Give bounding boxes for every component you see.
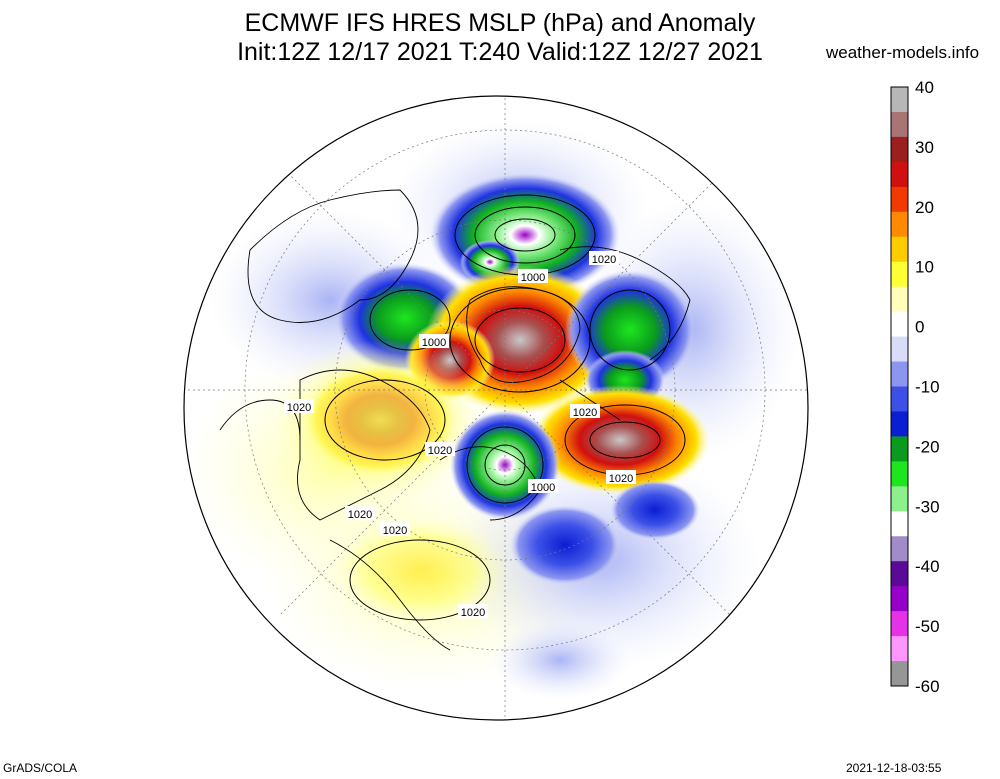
contour-label: 1020 — [428, 445, 452, 457]
graticule — [184, 96, 808, 720]
contour-label-bg — [606, 470, 636, 484]
colorbar-swatch — [891, 611, 908, 637]
contour-label: 1020 — [461, 607, 485, 619]
colorbar-swatch — [891, 161, 908, 188]
software-credit: GrADS/COLA — [3, 761, 78, 775]
colorbar-swatch — [891, 286, 908, 313]
colorbar-swatch — [891, 87, 908, 113]
generated-timestamp: 2021-12-18-03:55 — [846, 761, 942, 775]
colorbar-swatch — [891, 186, 908, 213]
contour-label-bg — [528, 479, 558, 493]
contour-label: 1020 — [348, 509, 372, 521]
colorbar-tick-label: 40 — [915, 78, 934, 97]
colorbar-swatch — [891, 411, 908, 437]
contour-label-bg — [589, 251, 619, 265]
contour-label: 1000 — [422, 337, 446, 349]
colorbar-swatch — [891, 661, 908, 687]
chart-title-line1: ECMWF IFS HRES MSLP (hPa) and Anomaly — [244, 9, 756, 37]
contour-label-bg — [380, 522, 410, 536]
colorbar-swatch — [891, 586, 908, 612]
colorbar-tick-label: 0 — [915, 318, 924, 337]
contour-label-bg — [419, 334, 449, 348]
colorbar-swatch — [891, 261, 908, 288]
colorbar-swatch — [891, 311, 908, 338]
colorbar-tick-label: 30 — [915, 138, 934, 157]
contour-label-bg — [345, 506, 375, 520]
colorbar-tick-label: -60 — [915, 677, 940, 696]
colorbar-swatch — [891, 236, 908, 263]
contour-label: 1020 — [573, 407, 597, 419]
colorbar-swatch — [891, 461, 908, 487]
north-pacific-low — [510, 505, 620, 585]
colorbar-tick-label: 10 — [915, 258, 934, 277]
contour-label: 1000 — [531, 482, 555, 494]
colorbar-swatch — [891, 436, 908, 462]
contour-label-bg — [518, 269, 548, 283]
colorbar-swatch — [891, 636, 908, 662]
colorbar-tick-label: -20 — [915, 437, 940, 456]
contour-label: 1000 — [521, 272, 545, 284]
colorbar-tick-label: -10 — [915, 378, 940, 397]
colorbar-swatch — [891, 211, 908, 238]
chart-title-line2: Init:12Z 12/17 2021 T:240 Valid:12Z 12/2… — [237, 38, 763, 66]
colorbar-tick-label: -40 — [915, 557, 940, 576]
contour-label: 1020 — [609, 473, 633, 485]
colorbar-tick-label: -50 — [915, 617, 940, 636]
contour-label: 1020 — [287, 402, 311, 414]
colorbar-swatch — [891, 486, 908, 512]
colorbar-outline — [890, 86, 909, 687]
colorbar-swatch — [891, 361, 908, 387]
contour-label-bg — [284, 399, 314, 413]
colorbar-swatch — [891, 111, 908, 138]
colorbar-tick-label: 20 — [915, 198, 934, 217]
contour-label: 1020 — [383, 525, 407, 537]
contour-label-bg — [570, 404, 600, 418]
colorbar-swatch — [891, 561, 908, 587]
contour-label-bg — [425, 442, 455, 456]
colorbar-swatch — [891, 536, 908, 562]
contour-label-bg — [458, 604, 488, 618]
colorbar-swatch — [891, 336, 908, 363]
colorbar-swatch — [891, 386, 908, 412]
colorbar-tick-label: -30 — [915, 497, 940, 516]
source-label: weather-models.info — [826, 43, 980, 62]
colorbar-swatch — [891, 511, 908, 537]
contour-label: 1020 — [592, 254, 616, 266]
colorbar-swatch — [891, 136, 908, 163]
map-border — [183, 95, 809, 721]
